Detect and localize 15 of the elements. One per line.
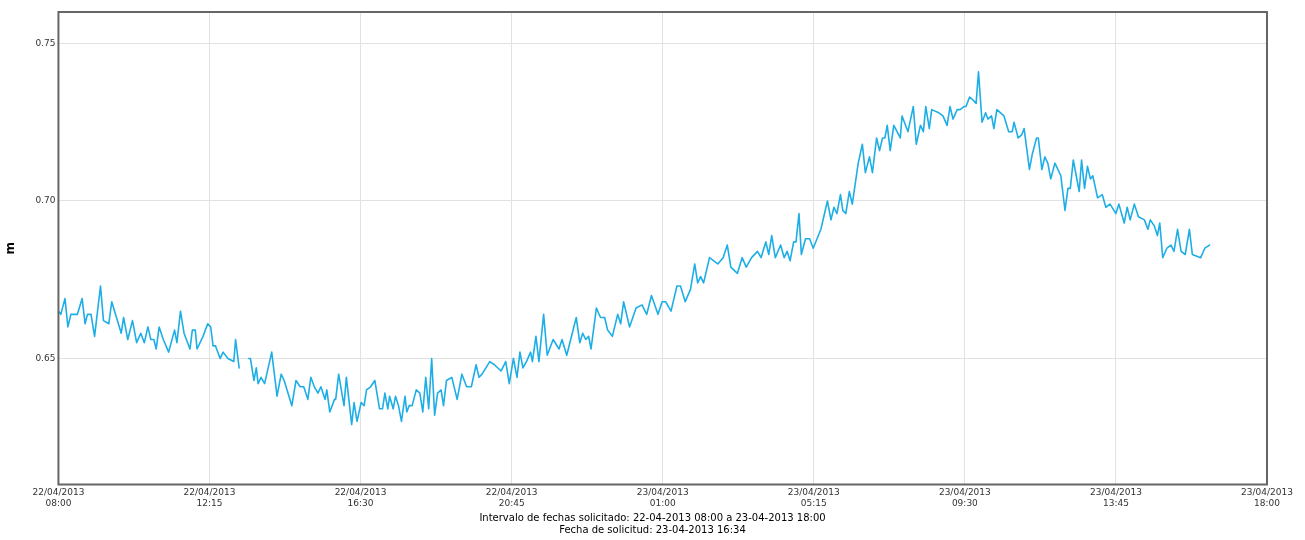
- x-tick-label: 23/04/2013 05:15: [787, 487, 840, 508]
- y-axis-title: m: [3, 241, 18, 255]
- x-tick-label: 23/04/2013 09:30: [938, 487, 991, 508]
- x-tick-label: 23/04/2013 18:00: [1241, 487, 1293, 508]
- y-tick-label: 0.75: [35, 37, 56, 48]
- x-tick-label: 22/04/2013 16:30: [334, 487, 387, 508]
- text: Fecha de solicitud: 23-04-2013 16:34: [558, 524, 747, 536]
- text: Intervalo de fechas solicitado: 22-04-2013 08:00 a 23-04-2013 18:00: [478, 512, 827, 524]
- x-tick-label: 22/04/2013 12:15: [183, 487, 236, 508]
- x-tick-label: 22/04/2013 20:45: [485, 487, 538, 508]
- x-tick-label: 23/04/2013 13:45: [1089, 487, 1142, 508]
- y-tick-label: 0.65: [35, 352, 56, 363]
- x-tick-label: 22/04/2013 08:00: [32, 487, 85, 508]
- x-tick-label: 23/04/2013 01:00: [636, 487, 689, 508]
- y-tick-label: 0.70: [35, 195, 56, 206]
